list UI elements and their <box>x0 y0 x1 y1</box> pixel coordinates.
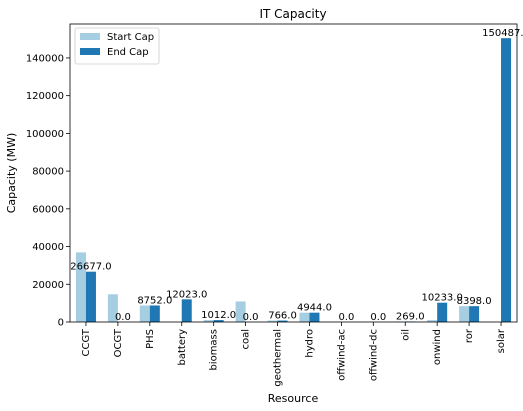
x-tick-label-battery: battery <box>177 329 188 366</box>
x-tick-label-coal: coal <box>241 329 252 350</box>
x-tick-label-ocgt: OCGT <box>113 328 124 357</box>
plot-frame <box>69 23 518 323</box>
bar-start-cap-ccgt <box>75 252 86 322</box>
data-label-ror: 8398.0 <box>457 296 492 307</box>
chart-title: IT Capacity <box>259 7 326 21</box>
data-label-ccgt: 26677.0 <box>70 262 111 273</box>
x-tick-label-solar: solar <box>496 328 507 353</box>
bar-end-cap-phs <box>149 305 160 322</box>
bar-start-cap-onwind <box>427 320 438 322</box>
bar-start-cap-geothermal <box>267 320 278 322</box>
bar-end-cap-hydro <box>309 312 320 322</box>
bar-start-cap-coal <box>235 301 246 322</box>
y-tick-label-0: 0 <box>58 318 64 329</box>
y-axis-label: Capacity (MW) <box>5 133 18 214</box>
data-label-solar: 150487.0 <box>482 28 523 39</box>
bars-layer <box>75 38 512 322</box>
data-label-geothermal: 766.0 <box>268 311 297 322</box>
x-tick-label-hydro: hydro <box>304 329 315 358</box>
y-axis: 0 20000 40000 60000 80000 100000 120000 140000 <box>26 53 70 329</box>
legend: Start Cap End Cap <box>74 27 160 65</box>
bar-end-cap-ror <box>469 306 480 322</box>
y-tick-label-140000: 140000 <box>26 53 64 64</box>
bar-start-cap-biomass <box>203 320 214 322</box>
bar-end-cap-geothermal <box>277 320 288 322</box>
bar-end-cap-onwind <box>437 302 448 322</box>
legend-label-start-cap: Start Cap <box>107 32 154 43</box>
x-tick-label-onwind: onwind <box>432 329 443 365</box>
data-label-ocgt: 0.0 <box>115 312 131 323</box>
y-tick-label-100000: 100000 <box>26 129 64 140</box>
x-axis: CCGT OCGT PHS battery biomass coal geothermal h… <box>81 322 507 387</box>
data-label-onwind: 10233.0 <box>421 293 462 304</box>
bar-start-cap-hydro <box>299 312 310 322</box>
legend-swatch-end-cap <box>80 48 100 55</box>
y-tick-label-120000: 120000 <box>26 91 64 102</box>
x-tick-label-oil: oil <box>400 329 411 341</box>
x-tick-label-ccgt: CCGT <box>81 328 92 356</box>
bar-end-cap-solar <box>501 38 512 322</box>
bar-end-cap-battery <box>181 299 192 322</box>
data-label-offwind-dc: 0.0 <box>370 312 386 323</box>
y-tick-label-80000: 80000 <box>32 167 64 178</box>
bar-start-cap-ocgt <box>107 294 118 322</box>
data-label-hydro: 4944.0 <box>297 303 332 314</box>
data-label-offwind-ac: 0.0 <box>338 312 354 323</box>
bar-end-cap-ccgt <box>85 271 96 322</box>
bar-start-cap-phs <box>139 305 150 322</box>
x-tick-label-phs: PHS <box>145 329 156 349</box>
x-axis-label: Resource <box>268 392 319 405</box>
legend-label-end-cap: End Cap <box>107 47 149 58</box>
x-tick-label-offwind-ac: offwind-ac <box>336 329 347 381</box>
bar-start-cap-ror <box>459 306 470 322</box>
data-label-battery: 12023.0 <box>166 289 207 300</box>
y-tick-label-40000: 40000 <box>32 242 64 253</box>
data-label-phs: 8752.0 <box>137 295 172 306</box>
bar-end-cap-biomass <box>213 320 224 322</box>
y-tick-label-20000: 20000 <box>32 280 64 291</box>
data-label-biomass: 1012.0 <box>201 310 236 321</box>
data-label-coal: 0.0 <box>243 312 259 323</box>
x-tick-label-geothermal: geothermal <box>273 329 284 387</box>
x-tick-label-biomass: biomass <box>209 329 220 371</box>
x-tick-label-ror: ror <box>464 328 475 343</box>
x-tick-label-offwind-dc: offwind-dc <box>368 329 379 381</box>
data-label-oil: 269.0 <box>396 311 425 322</box>
y-tick-label-60000: 60000 <box>32 204 64 215</box>
legend-swatch-start-cap <box>80 33 100 40</box>
